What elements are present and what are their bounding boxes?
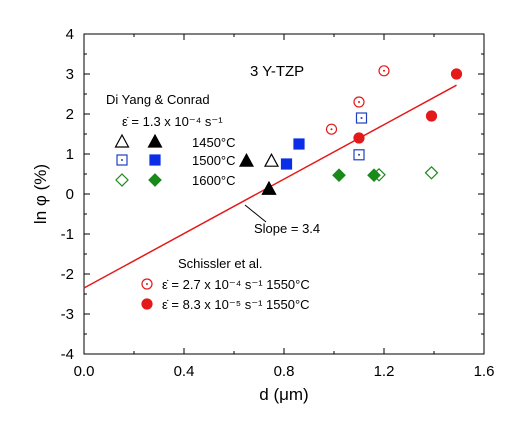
data-point: [263, 152, 280, 167]
legend-marker-open: [114, 133, 130, 148]
y-tick-label: 0: [66, 186, 74, 203]
legend-marker-filled: [147, 133, 163, 148]
legend-label: 1450°C: [192, 135, 236, 150]
x-tick-label: 1.6: [474, 363, 495, 380]
x-tick-label: 0.4: [174, 363, 195, 380]
legend-marker: [141, 298, 153, 310]
data-point-dot: [330, 128, 333, 131]
y-tick-label: 4: [66, 26, 74, 43]
legend-group-title-2: Schissler et al.: [178, 256, 263, 271]
series-group: [238, 65, 463, 195]
y-tick-label: 1: [66, 146, 74, 163]
data-point: [425, 110, 438, 122]
data-point: [332, 168, 346, 183]
slope-annotation: Slope = 3.4: [254, 221, 320, 236]
legend-marker-filled: [149, 154, 161, 166]
legend-2: ε̇ = 2.7 x 10⁻⁴ s⁻¹ 1550°C ε̇ = 8.3 x 10⁻…: [141, 277, 310, 312]
legend-marker-open-dot: [121, 159, 123, 161]
data-point: [367, 168, 381, 183]
data-point: [293, 138, 305, 150]
legend-marker-dot: [146, 283, 148, 285]
legend-label: ε̇ = 2.7 x 10⁻⁴ s⁻¹ 1550°C: [162, 277, 310, 292]
data-point-dot: [358, 153, 360, 156]
y-tick-label: 2: [66, 106, 74, 123]
y-tick-label: -3: [61, 306, 74, 323]
x-tick-label: 0.8: [274, 363, 295, 380]
y-tick-label: 3: [66, 66, 74, 83]
x-tick-label: 0.0: [74, 363, 95, 380]
legend-group-subtitle-1: ε̇ = 1.3 x 10⁻⁴ s⁻¹: [122, 114, 223, 129]
legend-label: ε̇ = 8.3 x 10⁻⁵ s⁻¹ 1550°C: [162, 297, 310, 312]
data-point: [424, 165, 439, 180]
y-tick-labels: -4 -3 -2 -1 0 1 2 3 4: [61, 26, 74, 363]
y-tick-label: -4: [61, 346, 74, 363]
data-point-dot: [360, 117, 363, 119]
legend-marker-filled: [148, 173, 162, 187]
y-axis-label: ln φ (%): [31, 164, 50, 224]
data-point-dot: [358, 101, 360, 103]
data-point: [450, 68, 463, 80]
data-point: [280, 158, 293, 170]
material-label: 3 Y-TZP: [250, 63, 304, 80]
x-axis-label: d (μm): [259, 385, 308, 404]
data-point-dot: [383, 69, 385, 72]
legend-label: 1600°C: [192, 173, 236, 188]
slope-pointer: [244, 204, 267, 223]
legend-1: 1450°C 1500°C 1600°C: [114, 133, 236, 188]
x-tick-label: 1.2: [374, 363, 395, 380]
legend-label: 1500°C: [192, 153, 236, 168]
legend-group-title-1: Di Yang & Conrad: [106, 92, 210, 107]
data-point: [261, 180, 277, 195]
y-tick-label: -1: [61, 226, 74, 243]
y-tick-label: -2: [61, 266, 74, 283]
data-point: [353, 132, 365, 144]
legend-marker-open: [115, 173, 129, 187]
data-point: [238, 152, 255, 167]
plot-frame: [83, 33, 485, 355]
x-tick-labels: 0.0 0.4 0.8 1.2 1.6: [74, 363, 495, 380]
